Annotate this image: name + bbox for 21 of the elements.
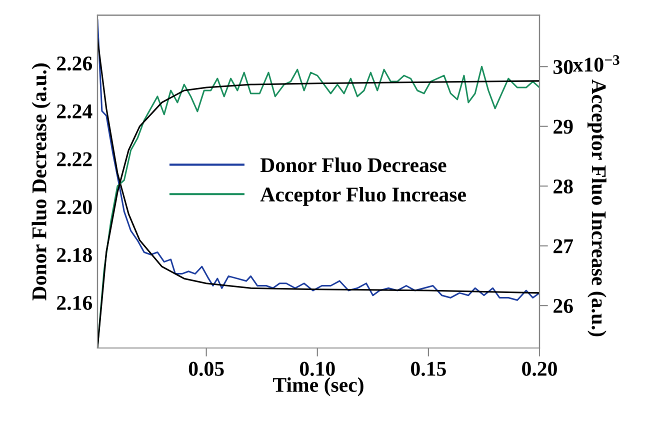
y-tick-label: 2.24 bbox=[57, 104, 92, 119]
y-tick-label: 2.20 bbox=[57, 200, 92, 214]
x-tick-label: 0.15 bbox=[411, 362, 446, 376]
y-axis-title: Donor Fluo Decrease (a.u.) bbox=[32, 63, 51, 300]
y-tick-label: 2.18 bbox=[57, 248, 92, 262]
text: x10$^{−3}$ bbox=[572, 55, 620, 72]
legend-label: Acceptor Fluo Increase bbox=[260, 186, 466, 206]
x-tick-label: 0.20 bbox=[522, 362, 557, 376]
legend-label: Donor Fluo Decrease bbox=[260, 158, 446, 172]
y-tick-label: 2.26 bbox=[57, 56, 92, 71]
y2-tick-label: 28 bbox=[554, 179, 573, 194]
x-tick-label: 0.10 bbox=[300, 362, 335, 376]
y2-tick-label: 30 bbox=[553, 60, 573, 74]
y2-tick-label: 27 bbox=[554, 239, 574, 254]
y2-tick-label: 29 bbox=[554, 120, 573, 134]
y2-tick-label: 26 bbox=[554, 299, 573, 314]
x-axis-title: Time (sec) bbox=[273, 377, 364, 396]
y2-axis-title: Acceptor Fluo Increase (a.u.) bbox=[588, 79, 606, 336]
y-tick-label: 2.16 bbox=[57, 296, 92, 310]
y-tick-label: 2.22 bbox=[57, 152, 92, 166]
x-tick-label: 0.05 bbox=[188, 362, 224, 376]
